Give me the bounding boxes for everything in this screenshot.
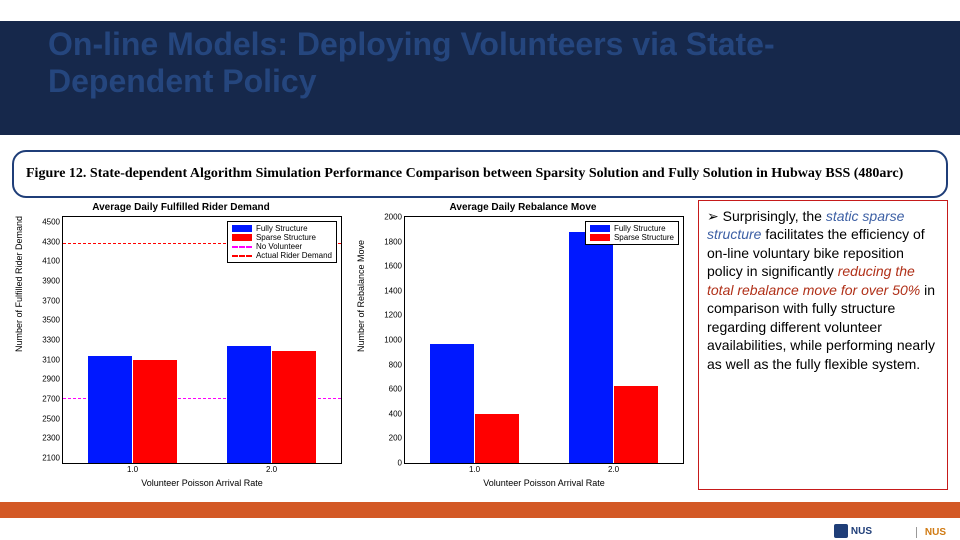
ytick: 0: [398, 459, 405, 468]
chart-right-plot: 02004006008001000120014001600180020001.0…: [404, 216, 684, 464]
ytick: 2000: [384, 213, 405, 222]
legend-label: Actual Rider Demand: [256, 251, 332, 260]
charts-container: Average Daily Fulfilled Rider Demand Num…: [12, 200, 692, 490]
chart-right-xlabel: Volunteer Poisson Arrival Rate: [404, 478, 684, 488]
chart-right-ylabel: Number of Rebalance Move: [356, 338, 366, 352]
bar: [227, 346, 271, 463]
ytick: 2100: [42, 454, 63, 463]
ytick: 1600: [384, 262, 405, 271]
ytick: 3900: [42, 276, 63, 285]
ytick: 1000: [384, 336, 405, 345]
ytick: 3500: [42, 316, 63, 325]
logo-nus-biz: NUS: [916, 527, 946, 538]
legend-label: Sparse Structure: [614, 233, 674, 242]
slide-root: { "title": "On-line Models: Deploying Vo…: [0, 0, 960, 540]
chart-left-ylabel: Number of Fulfilled Rider Demand: [14, 338, 24, 352]
logo-nus: NUS: [834, 524, 872, 538]
legend-label: Fully Structure: [614, 224, 666, 233]
legend-swatch: [590, 234, 610, 241]
logo-nus-text: NUS: [851, 526, 872, 537]
figure-caption-box: Figure 12. State-dependent Algorithm Sim…: [12, 150, 948, 198]
legend-item: Actual Rider Demand: [232, 251, 332, 260]
legend-item: Sparse Structure: [232, 233, 332, 242]
footer-bar: [0, 502, 960, 518]
legend: Fully StructureSparse StructureNo Volunt…: [227, 221, 337, 263]
ytick: 200: [389, 434, 405, 443]
bar: [88, 356, 132, 463]
legend-item: Fully Structure: [232, 224, 332, 233]
ytick: 4500: [42, 217, 63, 226]
figure-caption: Figure 12. State-dependent Algorithm Sim…: [26, 166, 903, 182]
legend-item: Fully Structure: [590, 224, 674, 233]
legend-swatch: [232, 234, 252, 241]
ytick: 1200: [384, 311, 405, 320]
legend-swatch: [232, 255, 252, 257]
ytick: 2900: [42, 375, 63, 384]
ytick: 3700: [42, 296, 63, 305]
ytick: 400: [389, 409, 405, 418]
ytick: 4100: [42, 257, 63, 266]
ytick: 2700: [42, 395, 63, 404]
crest-icon: [834, 524, 848, 538]
ytick: 3100: [42, 355, 63, 364]
legend-label: Fully Structure: [256, 224, 308, 233]
chart-left-title: Average Daily Fulfilled Rider Demand: [12, 202, 350, 213]
ytick: 800: [389, 360, 405, 369]
xtick: 2.0: [266, 463, 277, 474]
ytick: 600: [389, 385, 405, 394]
legend-swatch: [232, 246, 252, 248]
legend-item: Sparse Structure: [590, 233, 674, 242]
legend-swatch: [590, 225, 610, 232]
slide-title: On-line Models: Deploying Volunteers via…: [48, 26, 928, 100]
xtick: 1.0: [469, 463, 480, 474]
bar: [569, 232, 613, 463]
bar: [475, 414, 519, 463]
legend-label: No Volunteer: [256, 242, 302, 251]
ytick: 4300: [42, 237, 63, 246]
commentary-box: Surprisingly, the static sparse structur…: [698, 200, 948, 490]
legend: Fully StructureSparse Structure: [585, 221, 679, 245]
bar: [614, 386, 658, 463]
bar: [272, 351, 316, 463]
legend-item: No Volunteer: [232, 242, 332, 251]
chart-left-plot: 2100230025002700290031003300350037003900…: [62, 216, 342, 464]
commentary-prefix: Surprisingly, the: [723, 208, 826, 224]
chart-left: Average Daily Fulfilled Rider Demand Num…: [12, 200, 350, 490]
legend-swatch: [232, 225, 252, 232]
ytick: 1400: [384, 286, 405, 295]
ytick: 3300: [42, 336, 63, 345]
xtick: 1.0: [127, 463, 138, 474]
ytick: 2500: [42, 414, 63, 423]
legend-label: Sparse Structure: [256, 233, 316, 242]
ytick: 1800: [384, 237, 405, 246]
chart-right-title: Average Daily Rebalance Move: [354, 202, 692, 213]
commentary-bullet: [707, 208, 723, 224]
xtick: 2.0: [608, 463, 619, 474]
bar: [430, 344, 474, 463]
bar: [133, 360, 177, 463]
chart-left-xlabel: Volunteer Poisson Arrival Rate: [62, 478, 342, 488]
ytick: 2300: [42, 434, 63, 443]
chart-right: Average Daily Rebalance Move Number of R…: [354, 200, 692, 490]
